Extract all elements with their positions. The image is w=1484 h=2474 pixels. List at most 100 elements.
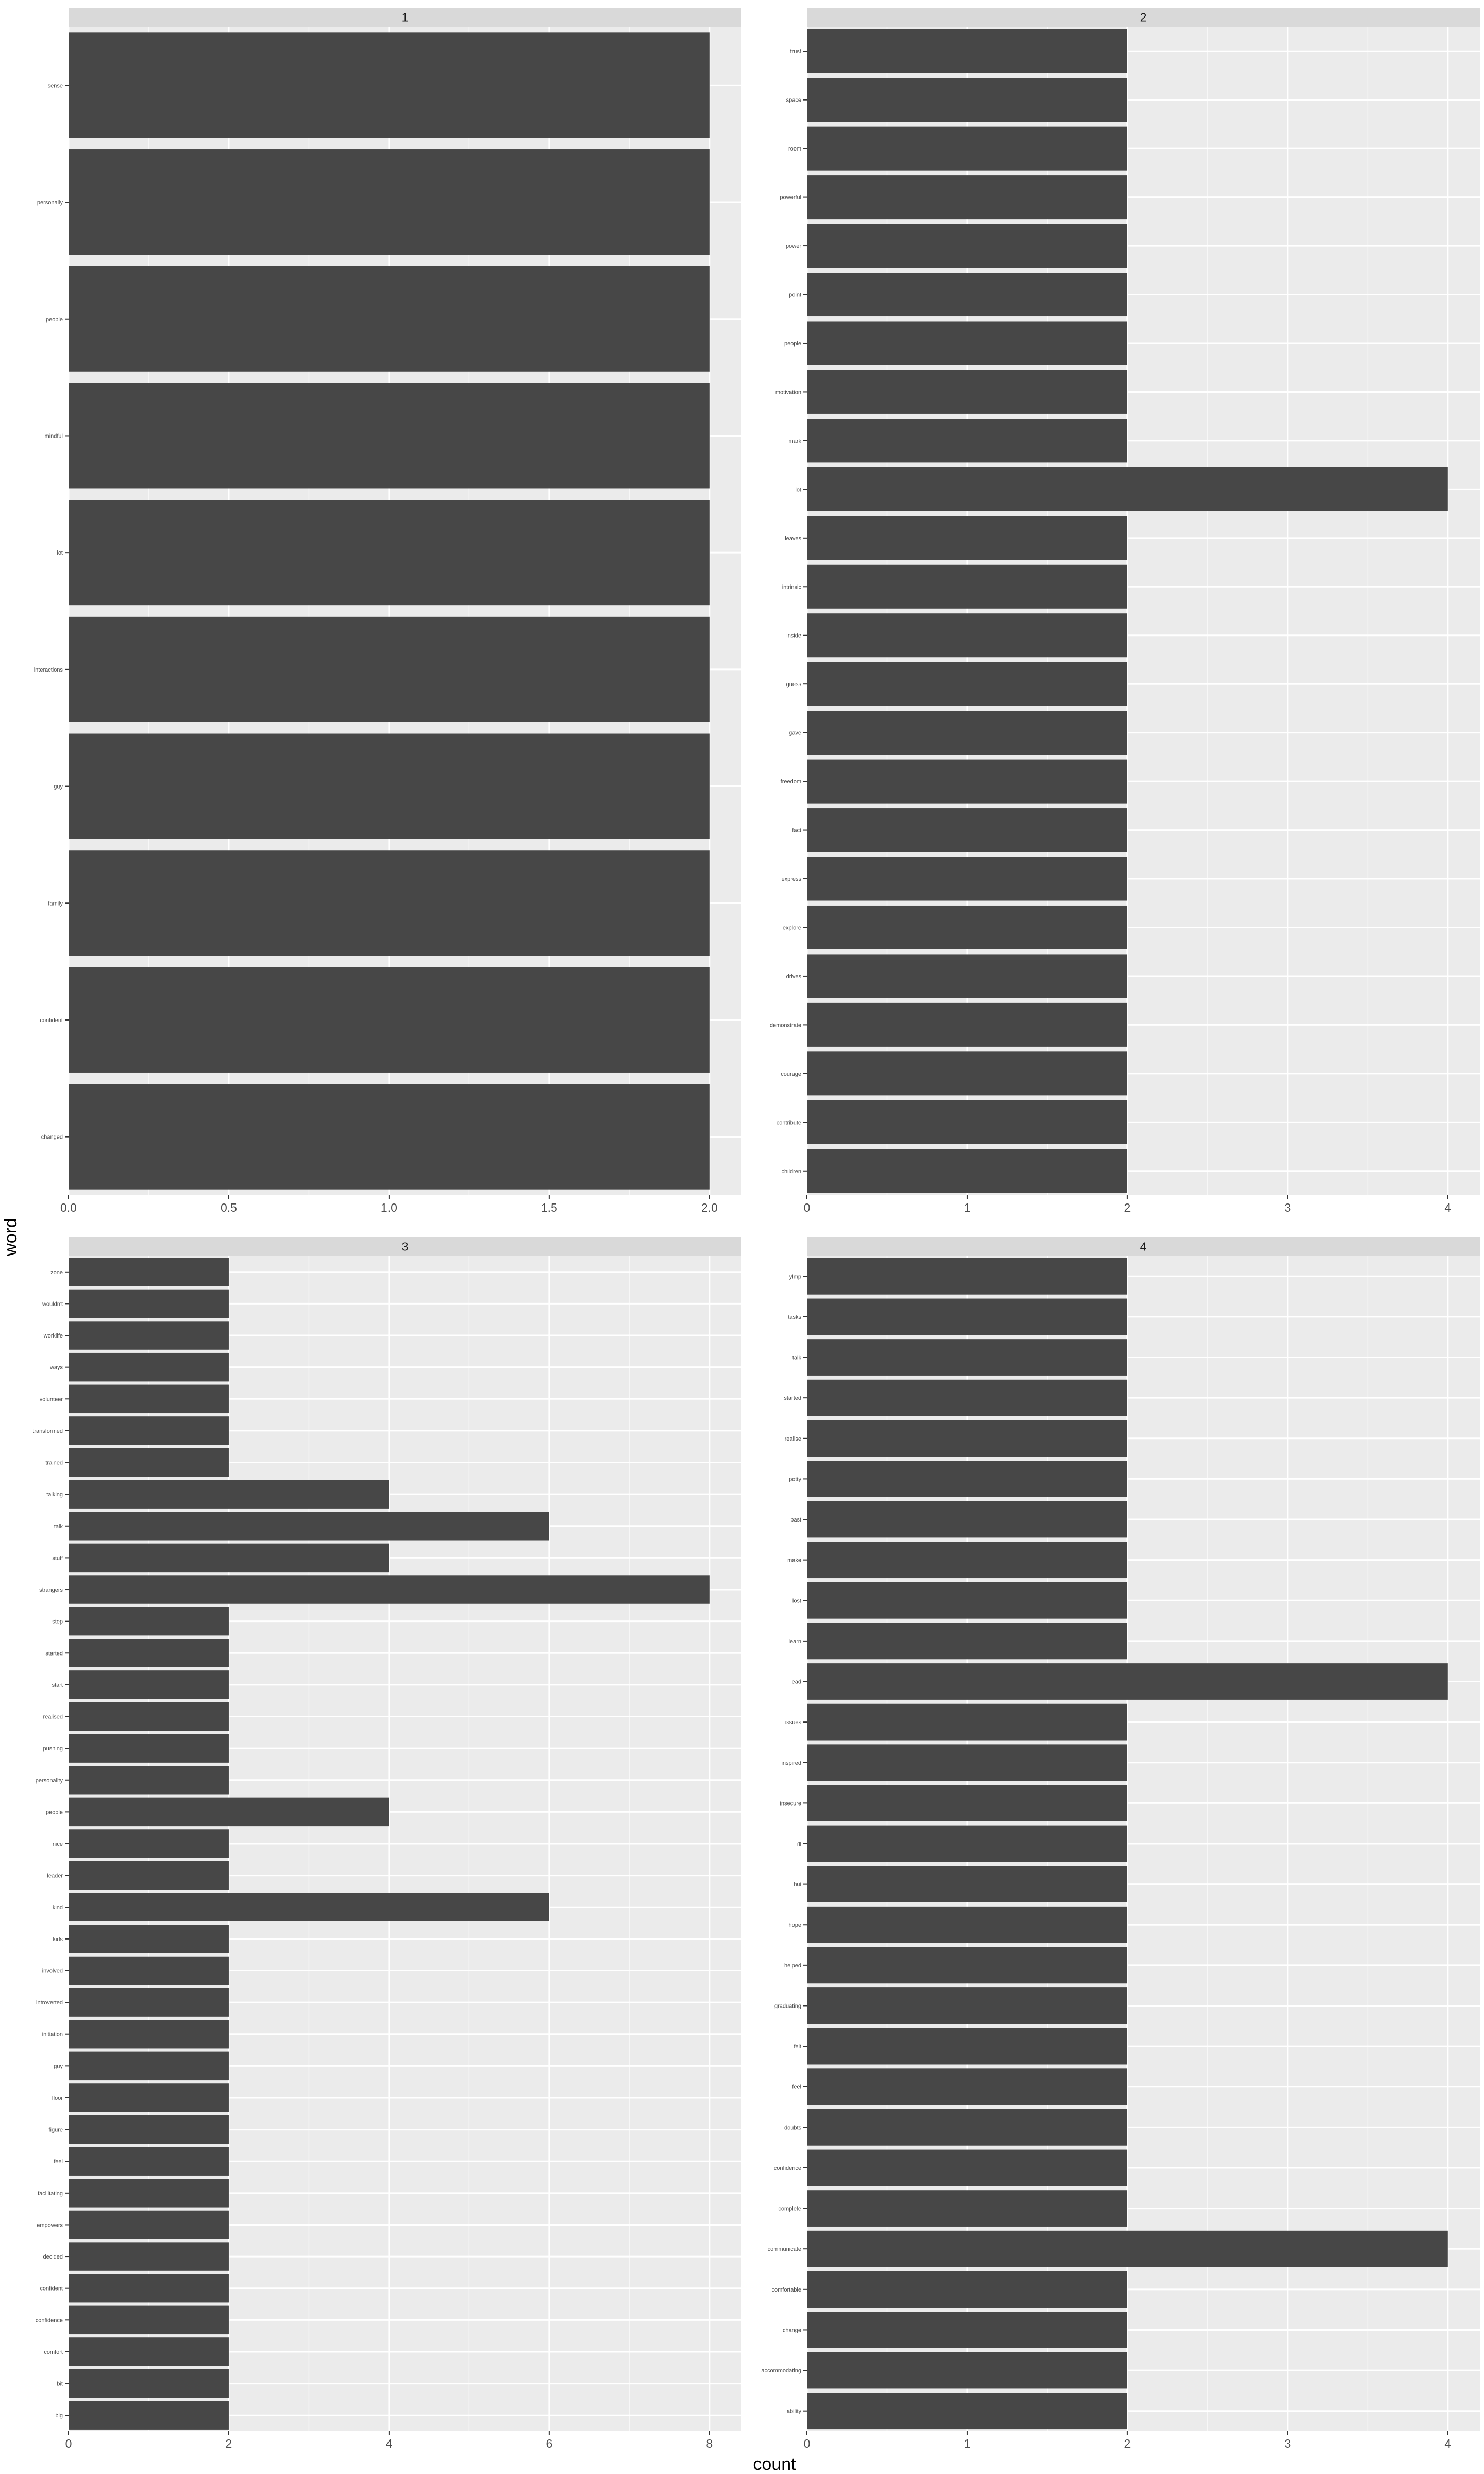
x-tick-label: 0 [804,2437,811,2450]
x-tick-label: 6 [546,2437,552,2450]
y-tick-label: talk [792,1355,802,1361]
y-tick-label: people [784,341,801,347]
y-tick-label: kind [53,1904,63,1911]
y-tick-label: change [783,2327,801,2333]
bar-lot [807,467,1448,511]
y-tick-label: i'll [797,1841,801,1847]
y-tick-label: learn [789,1639,801,1645]
bar-leaves [807,516,1127,560]
bar-involved [69,1956,229,1985]
y-tick-label: facilitating [38,2191,63,2197]
bar-kind [69,1893,549,1921]
bar-confidence [69,2305,229,2335]
x-tick-label: 4 [1444,1201,1451,1214]
y-tick-label: ability [787,2409,802,2415]
bar-powerful [807,175,1127,220]
y-tick-label: express [781,876,801,882]
facet-strip-label: 4 [1140,1240,1147,1253]
bar-transformed [69,1416,229,1445]
y-tick-label: feel [54,2159,63,2165]
bar-talking [69,1480,389,1509]
bar-issues [807,1703,1127,1741]
bar-explore [807,905,1127,949]
bar-leader [69,1861,229,1890]
y-tick-label: family [48,900,63,907]
y-tick-label: kids [53,1936,63,1943]
facet-panel-3: 3 zone wouldn't worklife ways volunteer transf… [32,1237,741,2450]
x-tick-label: 2.0 [701,1201,718,1214]
y-tick-label: gave [789,730,801,737]
y-tick-label: point [789,292,801,298]
bar-introverted [69,1988,229,2017]
bar-empowers [69,2210,229,2239]
bar-started [807,1379,1127,1416]
y-tick-label: freedom [781,779,801,785]
bar-point [807,273,1127,317]
bar-space [807,78,1127,122]
y-tick-label: realise [785,1436,801,1442]
bar-comfort [69,2337,229,2366]
bar-step [69,1607,229,1636]
y-tick-label: comfortable [772,2287,801,2293]
bar-complete [807,2190,1127,2227]
bar-people [69,1797,389,1827]
y-tick-label: started [784,1395,801,1401]
y-tick-label: confident [40,2286,63,2292]
bar-feel [69,2147,229,2176]
bar-confident [69,967,710,1073]
y-tick-label: introverted [36,2000,63,2006]
bar-lot [69,500,710,606]
bar-freedom [807,759,1127,804]
bar-fact [807,808,1127,852]
y-tick-label: inspired [781,1760,801,1766]
bar-realised [69,1702,229,1731]
bar-big [69,2401,229,2430]
y-tick-label: guy [54,2063,63,2069]
facet-panels: 1 sense personally people mindful lot interact… [32,8,1480,2450]
bar-stuff [69,1543,389,1573]
y-tick-label: people [46,1809,63,1815]
bar-worklife [69,1321,229,1350]
x-tick-label: 2 [1124,1201,1131,1214]
facet-panel-4: 4 ylmp tasks talk started realise potty past mak… [761,1237,1480,2450]
y-tick-label: drives [786,974,802,980]
bar-ability [807,2393,1127,2430]
y-tick-label: big [55,2413,63,2419]
y-tick-label: contribute [777,1119,801,1126]
facet-strip [807,8,1480,27]
bar-floor [69,2083,229,2112]
y-tick-label: stuff [52,1555,63,1561]
bar-gave [807,711,1127,755]
y-tick-label: personally [37,199,63,206]
bar-hui [807,1866,1127,1902]
y-tick-label: intrinsic [782,584,802,590]
y-tick-label: changed [41,1134,63,1141]
bar-trust [807,29,1127,73]
x-tick-label: 4 [1444,2437,1451,2450]
bar-people [807,321,1127,365]
y-tick-label: mindful [45,433,63,439]
bar-insecure [807,1785,1127,1821]
bar-strangers [69,1575,710,1604]
x-tick-label: 1 [964,1201,971,1214]
y-tick-label: guy [54,784,63,790]
y-tick-label: explore [783,925,801,931]
x-tick-label: 0.0 [60,1201,77,1214]
y-tick-label: confidence [36,2317,63,2323]
y-tick-label: lot [795,487,801,493]
x-tick-label: 1 [964,2437,971,2450]
y-tick-label: decided [43,2254,63,2260]
y-axis-title: word [1,1218,21,1257]
bar-communicate [807,2230,1448,2267]
y-tick-label: guess [786,681,802,688]
bar-make [807,1542,1127,1579]
y-tick-label: confidence [774,2165,801,2171]
x-tick-label: 0.5 [221,1201,237,1214]
y-tick-label: start [52,1682,63,1689]
y-tick-label: children [781,1168,801,1175]
y-tick-label: pushing [43,1746,63,1752]
y-tick-label: talk [54,1524,63,1530]
bar-courage [807,1051,1127,1096]
bar-started [69,1639,229,1667]
